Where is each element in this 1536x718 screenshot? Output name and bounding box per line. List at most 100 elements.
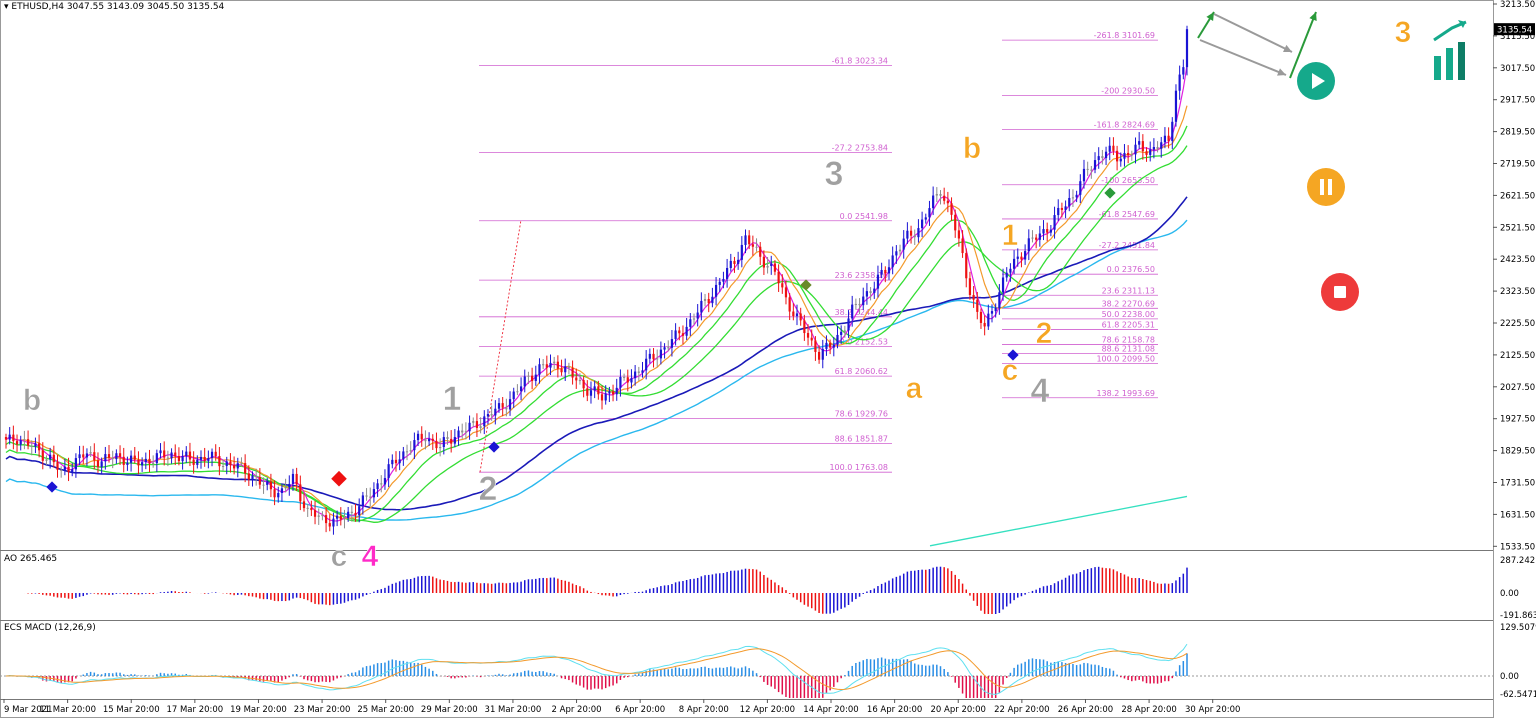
candle-body (714, 284, 718, 297)
candle-body (1027, 238, 1030, 252)
candle-body (383, 478, 387, 485)
candle-body (23, 439, 26, 441)
candle-body (542, 364, 545, 366)
macd-signal-line (5, 648, 1188, 691)
candle-body (803, 320, 806, 334)
candle-body (884, 269, 887, 274)
menu-triangle-icon[interactable]: ▾ (4, 2, 9, 12)
candle-body (262, 484, 265, 486)
candle-body (1001, 277, 1005, 293)
fib-level-label: 0.0 2541.98 (840, 212, 888, 221)
candle-body (939, 194, 942, 196)
candle-body (15, 441, 19, 445)
candle-body (957, 230, 960, 239)
candle-body (1082, 168, 1086, 182)
swing-marker (46, 481, 58, 493)
candle-body (464, 431, 467, 433)
ao-tick-label: 0.00 (1500, 589, 1519, 599)
axes: 3213.50 3115.50 3017.50 2917.50 2819.50 2719.… (3, 0, 1536, 715)
macd-tick-label: 129.5079 (1500, 623, 1536, 633)
candle-body (152, 463, 155, 465)
candle-body (1119, 158, 1122, 162)
candle-body (111, 457, 114, 460)
candle-body (236, 463, 239, 469)
candle-body (144, 458, 147, 463)
candle-body (648, 353, 651, 359)
candle-body (60, 469, 63, 471)
x-tick-label: 8 Apr 20:00 (679, 705, 729, 715)
candle-body (291, 473, 295, 484)
candle-body (847, 318, 850, 331)
candle-body (549, 362, 552, 368)
candle-body (843, 330, 846, 332)
candle-body (696, 312, 699, 319)
play-icon (1312, 73, 1325, 89)
candle-body (663, 347, 666, 350)
candle-body (137, 459, 140, 466)
y-tick-label: 2819.50 (1500, 128, 1535, 138)
candle-body (556, 361, 559, 369)
fib-level-label: 50.0 2152.53 (835, 337, 888, 346)
candle-body (203, 456, 206, 461)
candle-body (836, 334, 839, 345)
candle-body (446, 437, 449, 439)
candle-body (832, 344, 835, 348)
x-tick-label: 23 Mar 20:00 (294, 705, 351, 715)
candle-body (391, 459, 394, 465)
candle-body (347, 511, 350, 519)
y-tick-label: 2917.50 (1500, 96, 1535, 106)
candle-body (332, 518, 335, 527)
candle-body (777, 271, 780, 284)
candle-body (817, 351, 821, 360)
candle-body (773, 263, 777, 272)
x-tick-label: 14 Apr 20:00 (803, 705, 858, 715)
candle-body (1141, 141, 1144, 152)
awesome-oscillator-panel (23, 566, 1188, 614)
candle-body (1097, 156, 1100, 161)
candle-body (898, 249, 902, 252)
candle-body (1079, 181, 1082, 195)
candle-body (269, 481, 272, 490)
candle-body (380, 483, 383, 485)
x-tick-label: 25 Mar 20:00 (357, 705, 414, 715)
play-button[interactable] (1297, 62, 1335, 100)
candle-body (656, 358, 659, 360)
y-tick-label: 1631.50 (1500, 510, 1535, 520)
candle-body (409, 450, 412, 452)
candle-body (1160, 142, 1163, 149)
candle-body (611, 391, 615, 395)
forecast-arrow-down-head (1277, 68, 1286, 76)
pause-button[interactable] (1307, 168, 1345, 206)
forecast-arrow-down (1199, 39, 1287, 76)
wave-label-orange: 3 (1395, 16, 1412, 49)
candle-body (806, 333, 810, 338)
candle-body (1038, 233, 1041, 240)
candle-body (12, 434, 15, 442)
candle-body (424, 439, 427, 442)
candle-body (413, 440, 416, 451)
candle-body (1101, 156, 1104, 159)
candle-body (295, 473, 298, 485)
swing-marker (1007, 349, 1019, 361)
candle-body (141, 462, 144, 466)
candle-body (100, 461, 103, 467)
candle-body (1046, 229, 1049, 233)
candle-body (280, 488, 284, 494)
candle-body (247, 473, 250, 480)
candle-body (475, 421, 479, 428)
candle-body (729, 260, 732, 268)
candle-body (427, 438, 431, 442)
stop-button[interactable] (1321, 273, 1359, 311)
x-tick-label: 26 Apr 20:00 (1058, 705, 1113, 715)
candle-body (1064, 206, 1067, 210)
candle-body (387, 464, 390, 479)
candle-body (954, 214, 957, 231)
candle-body (527, 375, 530, 377)
candle-body (722, 278, 725, 282)
candle-body (935, 194, 938, 196)
candle-body (126, 462, 129, 465)
candle-body (177, 456, 181, 462)
candle-body (519, 386, 523, 392)
